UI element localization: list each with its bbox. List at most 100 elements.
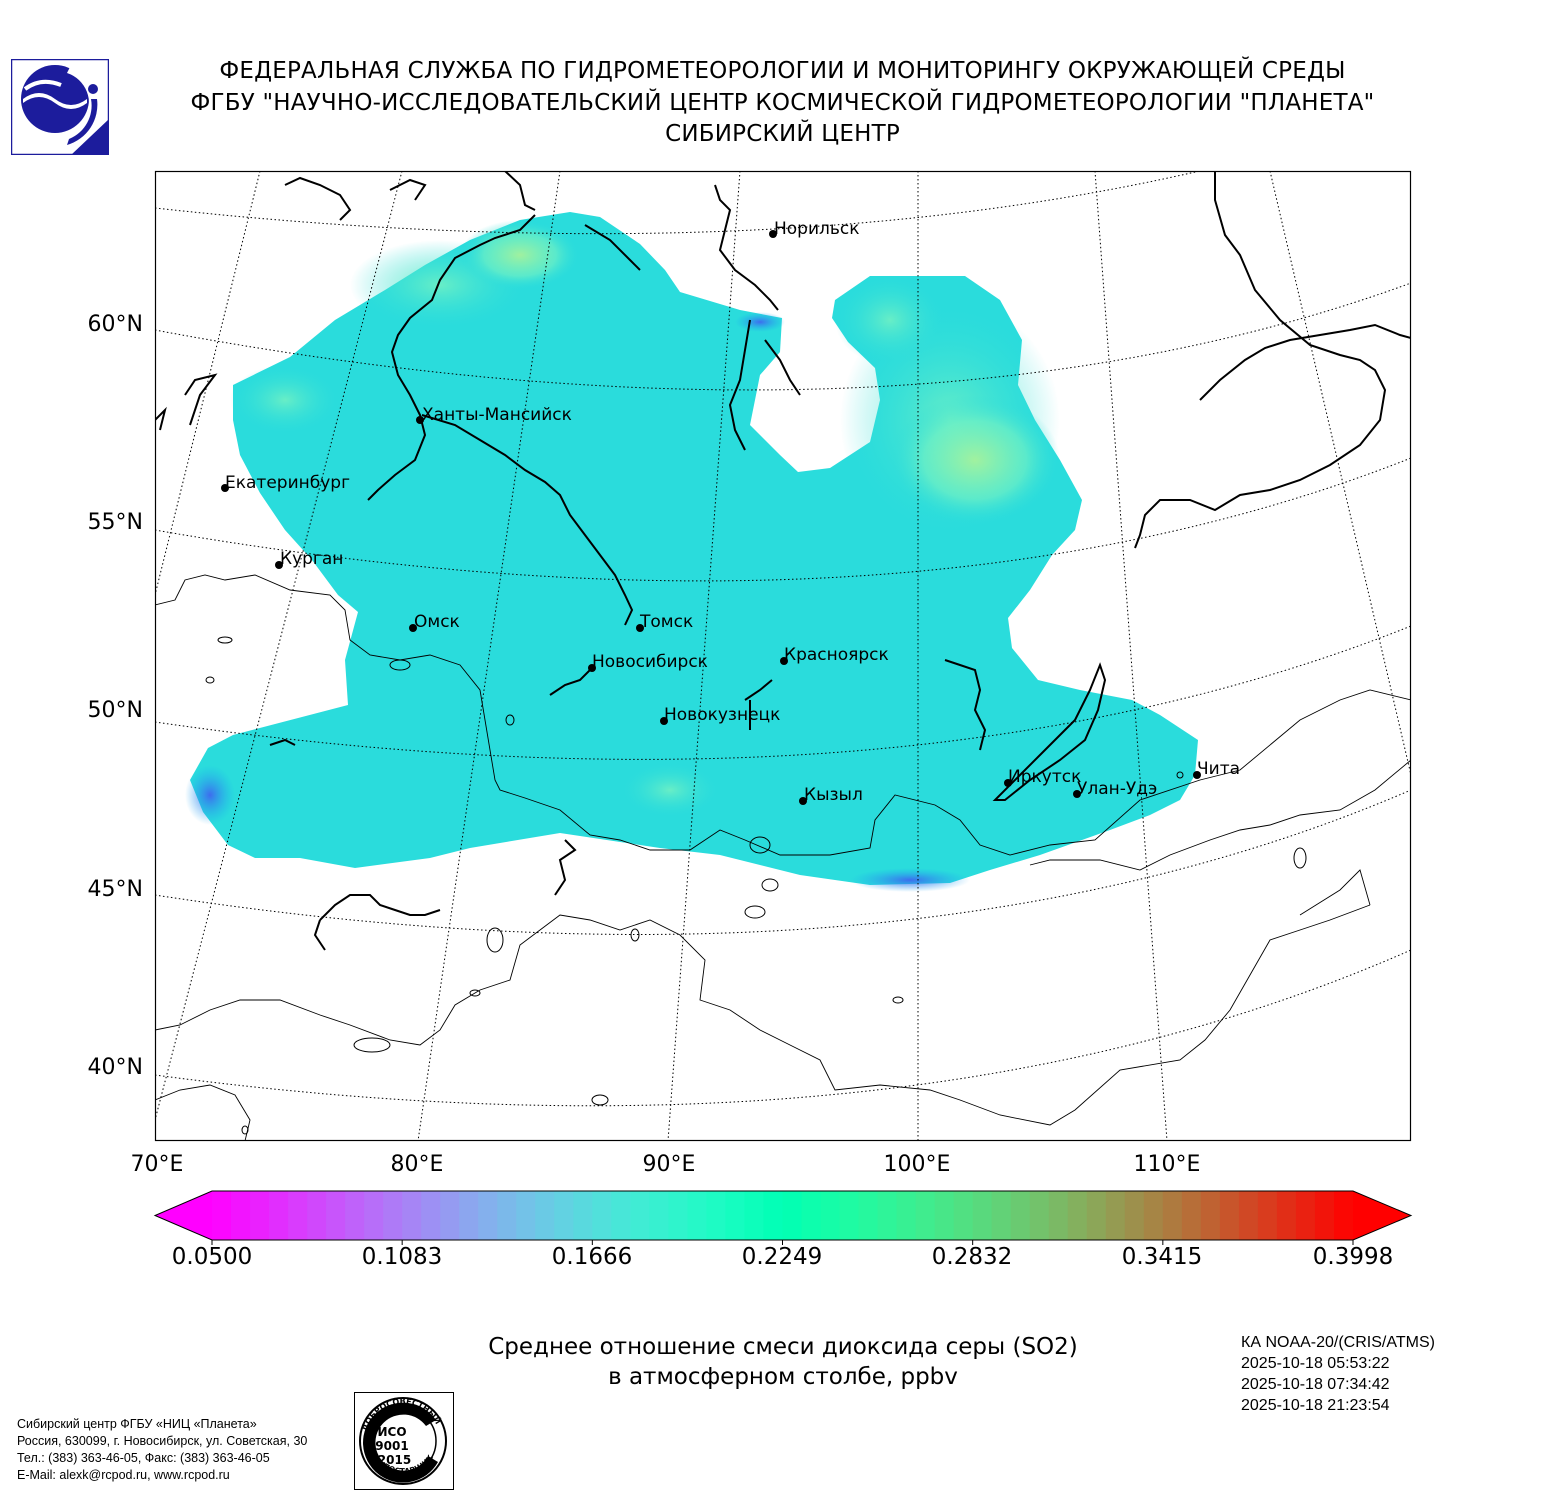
colorbar-segment — [231, 1191, 251, 1240]
colorbar-tick-label: 0.3415 — [1121, 1244, 1203, 1270]
contact-info: Сибирский центр ФГБУ «НИЦ «Планета» Росс… — [17, 1416, 307, 1484]
colorbar-segment — [1314, 1191, 1335, 1240]
lon-label-110: 110°E — [1133, 1152, 1201, 1177]
colorbar-segment — [497, 1191, 517, 1240]
colorbar-segment — [554, 1191, 574, 1240]
colorbar-segment — [1086, 1191, 1107, 1240]
iso-text-2: 9001 — [375, 1439, 408, 1453]
planeta-logo-icon — [11, 59, 109, 155]
colorbar-segment — [383, 1191, 403, 1240]
colorbar-segment — [972, 1191, 993, 1240]
colorbar-segment — [1238, 1191, 1259, 1240]
contact-line: Россия, 630099, г. Новосибирск, ул. Сове… — [17, 1434, 308, 1448]
city-label-krasnoyarsk: Красноярск — [784, 645, 889, 665]
colorbar-tick-label: 0.3998 — [1312, 1244, 1394, 1270]
so2-field-patch — [460, 220, 580, 290]
colorbar-segment — [478, 1191, 498, 1240]
colorbar-segment — [839, 1191, 860, 1240]
iso-badge-icon: ДОБРОСОВЕСТНЫЙ ПОСТАВЩИК ИСО 9001 -2015 — [354, 1392, 454, 1490]
colorbar-tick-label: 0.2832 — [931, 1244, 1013, 1270]
colorbar-segment — [1276, 1191, 1297, 1240]
colorbar-segment — [858, 1191, 879, 1240]
colorbar-segment — [345, 1191, 365, 1240]
city-label-tomsk: Томск — [640, 612, 694, 632]
city-label-omsk: Омск — [414, 612, 460, 632]
colorbar-segment — [307, 1191, 327, 1240]
city-label-chita: Чита — [1197, 759, 1241, 779]
colorbar-segment — [212, 1191, 232, 1240]
lat-label-45: 45°N — [87, 877, 143, 902]
colorbar-segment — [801, 1191, 822, 1240]
lat-label-55: 55°N — [87, 510, 143, 535]
colorbar-segment — [611, 1191, 631, 1240]
city-marker — [1193, 771, 1201, 779]
colorbar-segment — [402, 1191, 422, 1240]
lon-label-100: 100°E — [883, 1152, 951, 1177]
product-title-line-1: Среднее отношение смеси диоксида серы (S… — [488, 1334, 1078, 1360]
lat-label-40: 40°N — [87, 1055, 143, 1080]
colorbar-segment — [706, 1191, 727, 1240]
colorbar-segment — [649, 1191, 669, 1240]
colorbar-tick-label: 0.2249 — [741, 1244, 823, 1270]
colorbar-extend-max — [1353, 1191, 1411, 1240]
colorbar-segment — [782, 1191, 803, 1240]
satellite-info: КА NOAA-20/(CRIS/ATMS) 2025-10-18 05:53:… — [1241, 1332, 1435, 1416]
colorbar-segment — [1162, 1191, 1183, 1240]
colorbar-segment — [1010, 1191, 1031, 1240]
city-marker — [636, 624, 644, 632]
lon-label-70: 70°E — [130, 1152, 184, 1177]
colorbar-segment — [1219, 1191, 1240, 1240]
colorbar-segment — [687, 1191, 708, 1240]
colorbar-segment — [934, 1191, 955, 1240]
so2-field-patch — [230, 365, 340, 435]
city-marker — [780, 657, 788, 665]
city-marker — [275, 561, 283, 569]
city-marker — [416, 416, 424, 424]
city-marker — [769, 230, 777, 238]
colorbar-segment — [1257, 1191, 1278, 1240]
colorbar-segment — [763, 1191, 784, 1240]
city-label-kurgan: Курган — [280, 549, 344, 569]
contact-line: Тел.: (383) 363-46-05, Факс: (383) 363-4… — [17, 1451, 270, 1465]
header-line-1: ФЕДЕРАЛЬНАЯ СЛУЖБА ПО ГИДРОМЕТЕОРОЛОГИИ … — [219, 58, 1346, 84]
so2-field-patch — [185, 765, 235, 825]
colorbar-segment — [1029, 1191, 1050, 1240]
colorbar-tick-label: 0.1666 — [551, 1244, 633, 1270]
so2-field-patch — [850, 868, 970, 892]
colorbar-tick-label: 0.0500 — [171, 1244, 253, 1270]
colorbar-segment — [516, 1191, 536, 1240]
map-frame — [154, 170, 1412, 1142]
so2-field-patch — [890, 395, 1060, 525]
colorbar-segment — [630, 1191, 650, 1240]
colorbar-segment — [364, 1191, 384, 1240]
colorbar-segment — [744, 1191, 765, 1240]
so2-field-patch — [735, 312, 785, 332]
lon-label-80: 80°E — [390, 1152, 444, 1177]
borders — [155, 574, 1411, 1141]
colorbar-segment — [991, 1191, 1012, 1240]
product-title: Среднее отношение смеси диоксида серы (S… — [438, 1332, 1128, 1392]
colorbar-segment — [421, 1191, 441, 1240]
city-marker — [221, 484, 229, 492]
satellite-time: 2025-10-18 21:23:54 — [1241, 1397, 1390, 1414]
colorbar-segment — [573, 1191, 593, 1240]
colorbar-segment — [1295, 1191, 1316, 1240]
city-marker — [409, 624, 417, 632]
colorbar-segment — [250, 1191, 270, 1240]
colorbar-segment — [459, 1191, 479, 1240]
city-marker — [660, 717, 668, 725]
colorbar-segment — [535, 1191, 555, 1240]
city-label-norilsk: Норильск — [774, 219, 860, 239]
so2-field-patch — [835, 275, 945, 365]
colorbar-segment — [725, 1191, 746, 1240]
so2-field-patch — [620, 762, 720, 818]
satellite-time: 2025-10-18 07:34:42 — [1241, 1376, 1390, 1393]
city-markers — [221, 230, 1201, 805]
contact-line: Сибирский центр ФГБУ «НИЦ «Планета» — [17, 1417, 257, 1431]
header: ФЕДЕРАЛЬНАЯ СЛУЖБА ПО ГИДРОМЕТЕОРОЛОГИИ … — [130, 56, 1435, 151]
city-label-irkutsk: Иркутск — [1008, 767, 1082, 787]
colorbar-segment — [896, 1191, 917, 1240]
city-label-yekaterinburg: Екатеринбург — [225, 473, 351, 493]
colorbar-segment — [326, 1191, 346, 1240]
